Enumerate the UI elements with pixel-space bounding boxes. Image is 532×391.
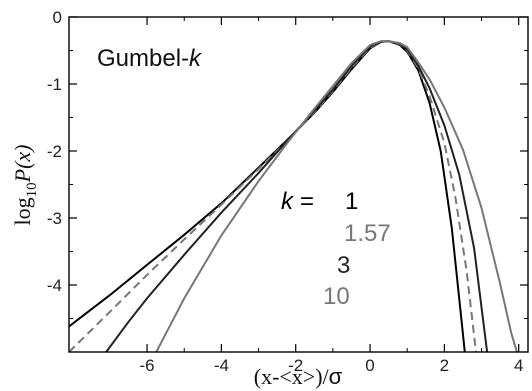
annotation-prefix: Gumbel- <box>97 45 189 72</box>
y-axis-title-subscript: 10 <box>24 182 40 197</box>
x-axis-title-symbol: σ <box>329 364 343 389</box>
legend-entry-2: 1.57 <box>344 220 391 247</box>
x-axis-title: (x-<x>)/σ <box>254 364 343 389</box>
series-layer <box>69 40 518 352</box>
legend-entry-4: 10 <box>323 283 350 310</box>
series-line-4 <box>155 40 518 352</box>
chart-annotation: Gumbel-k <box>97 45 203 72</box>
y-axis-ticks: 0 -1 -2 -3 -4 <box>47 8 528 319</box>
x-tick-label-1: -4 <box>214 356 229 375</box>
x-tick-label-3: 0 <box>365 356 374 375</box>
series-line-3 <box>105 40 489 352</box>
x-tick-label-0: -6 <box>139 356 154 375</box>
legend-entry-3: 3 <box>337 252 350 279</box>
series-line-2 <box>69 40 477 352</box>
legend: k = 1 1.57 3 10 <box>281 188 391 310</box>
x-tick-label-2: -2 <box>288 356 303 375</box>
legend-header: k = <box>281 188 314 215</box>
x-axis-title-text: (x-<x>)/ <box>254 364 330 389</box>
y-tick-label-0: 0 <box>53 8 62 27</box>
x-tick-label-4: 2 <box>440 356 449 375</box>
y-tick-label-1: -1 <box>47 75 62 94</box>
y-tick-label-4: -4 <box>47 276 62 295</box>
y-tick-label-2: -2 <box>47 142 62 161</box>
x-tick-label-5: 4 <box>514 356 523 375</box>
x-axis-ticks: -6 -4 -2 0 2 4 <box>139 17 523 375</box>
legend-entry-1: 1 <box>345 188 358 215</box>
y-axis-title-suffix: P(x) <box>10 145 35 184</box>
series-line-1 <box>69 40 466 352</box>
annotation-variable: k <box>189 45 203 72</box>
y-tick-label-3: -3 <box>47 209 62 228</box>
y-axis-title: log10P(x) <box>10 145 40 226</box>
y-axis-title-prefix: log <box>10 197 35 225</box>
